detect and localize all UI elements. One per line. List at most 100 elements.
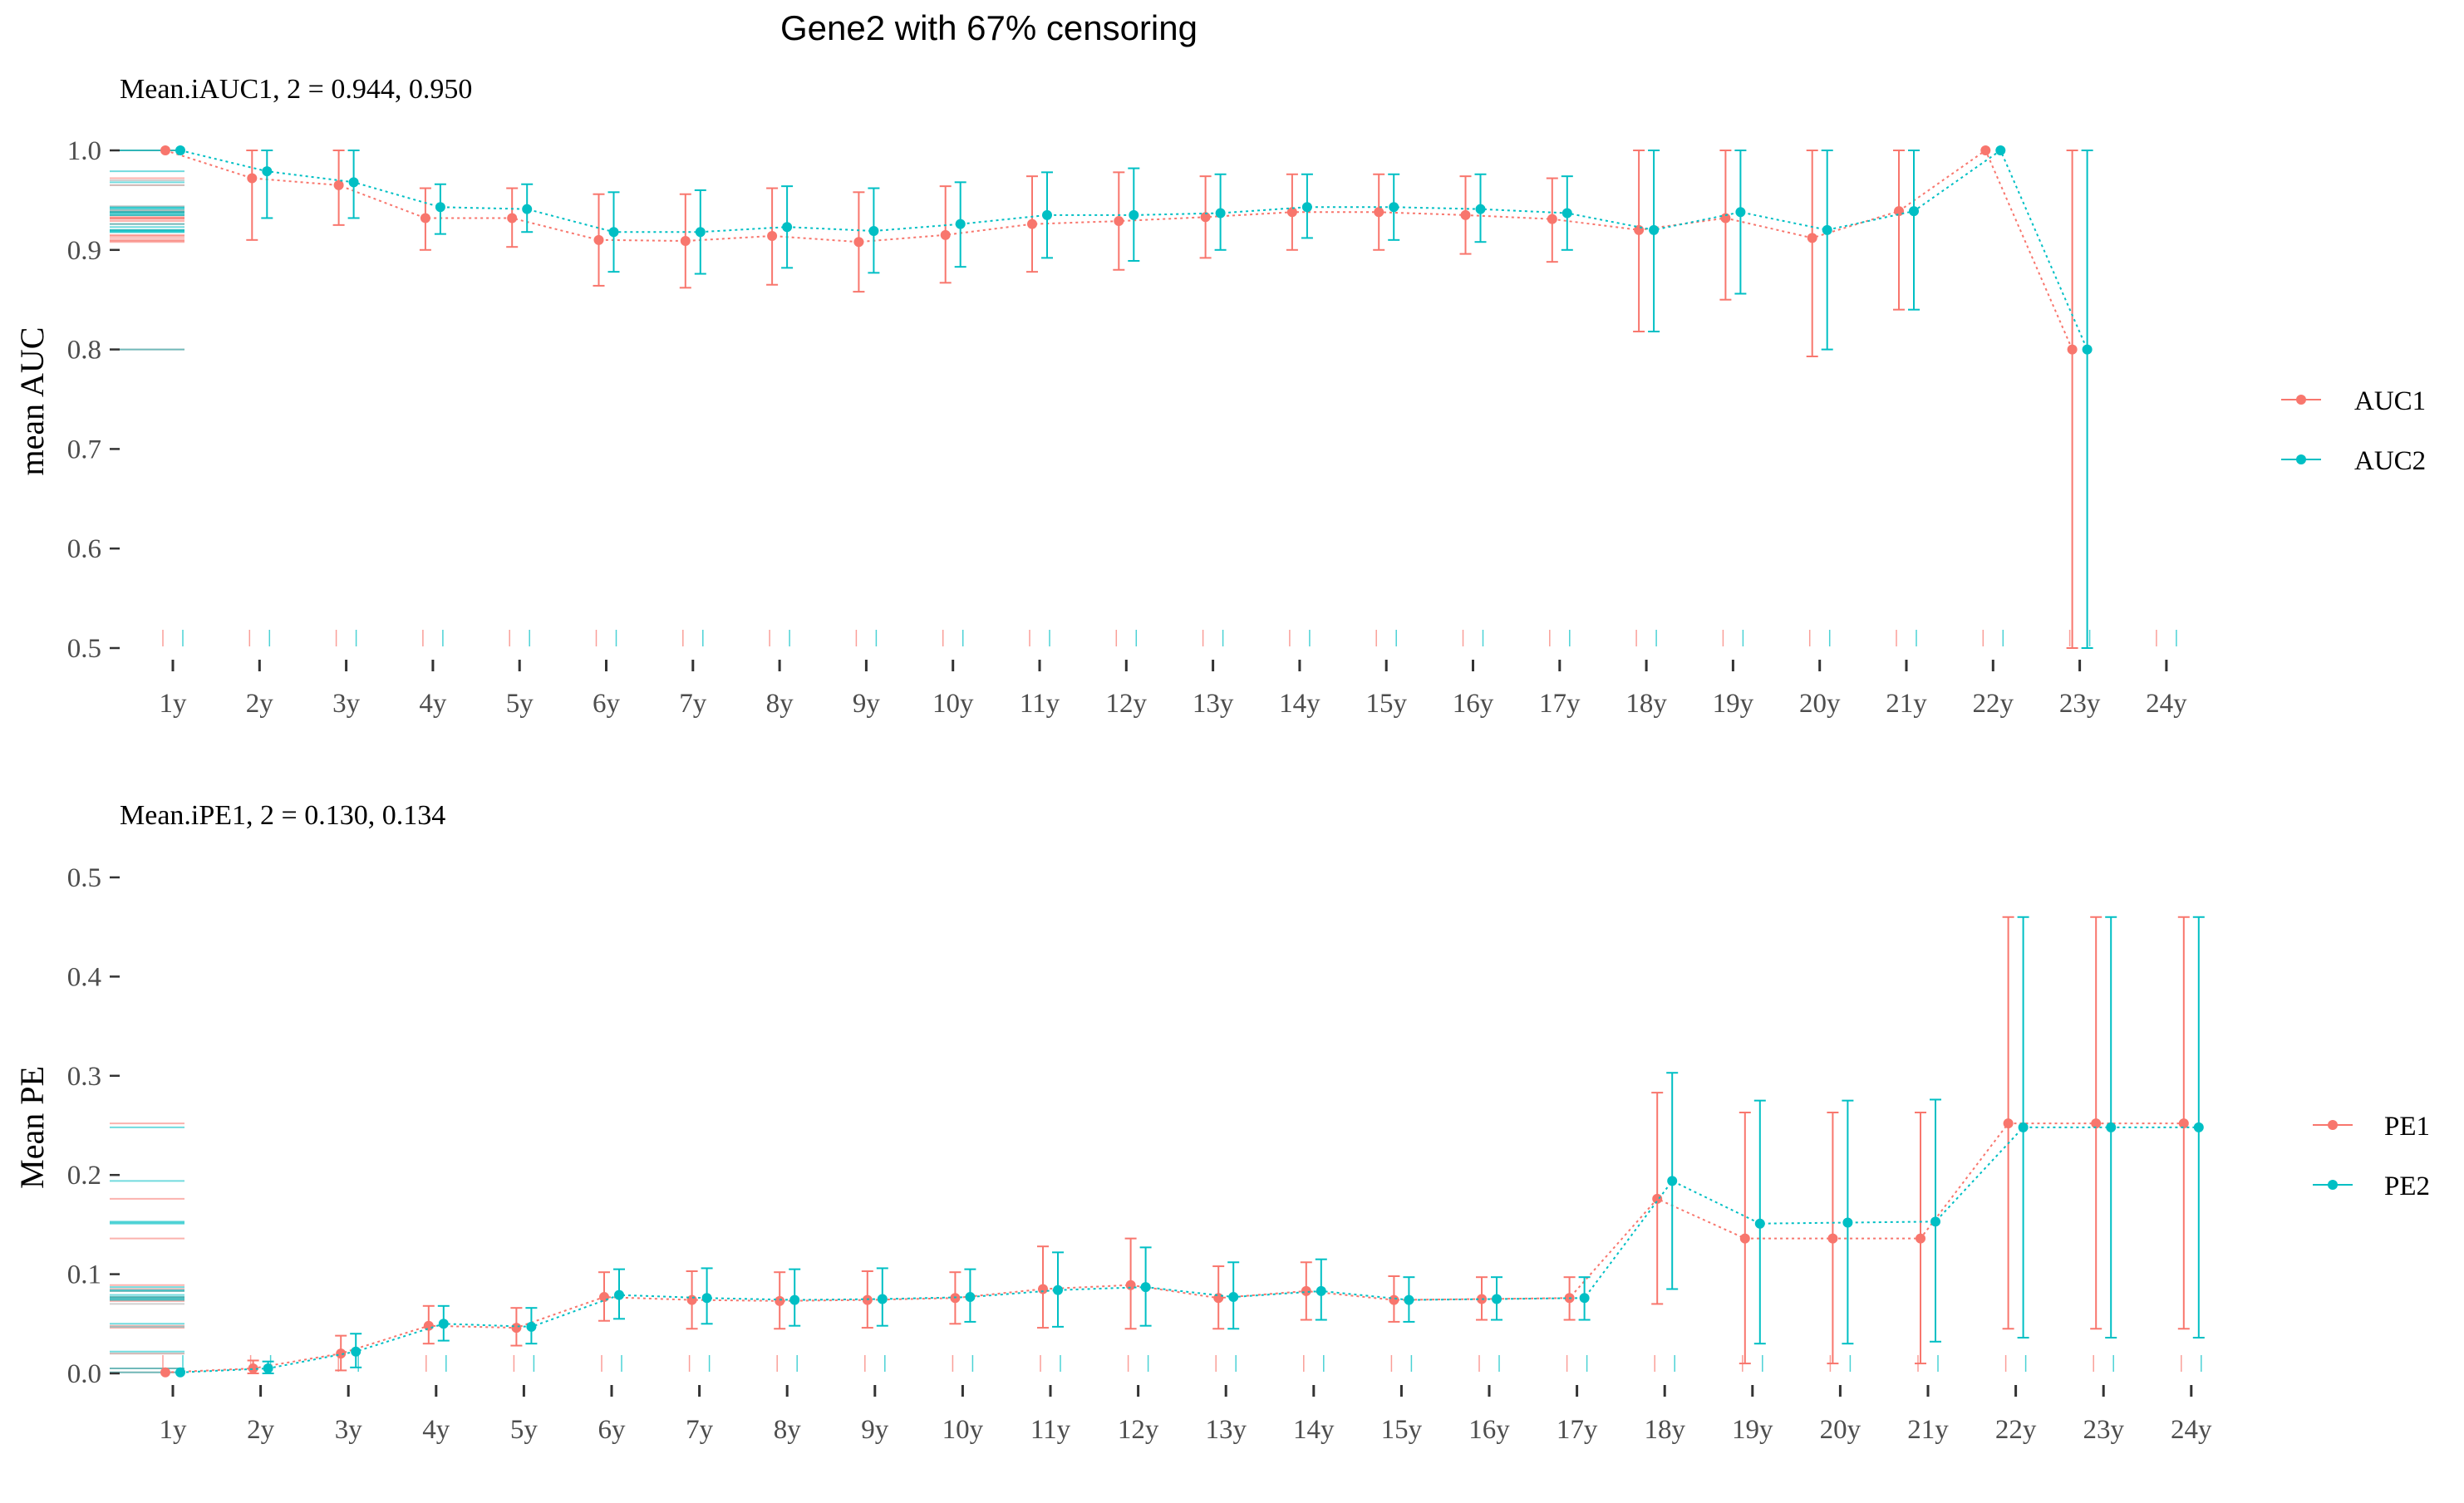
pe-y-axis-title: Mean PE (13, 1066, 51, 1189)
auc-auc1-point (1980, 145, 1991, 155)
pe-pe1-point (248, 1363, 258, 1374)
pe-pe1-point (2091, 1118, 2102, 1129)
pe-x-tick-label: 5y (510, 1415, 539, 1445)
auc-y-tick-label: 1.0 (67, 136, 101, 166)
auc-x-tick-label: 8y (766, 689, 794, 719)
auc-auc2-point (1475, 204, 1486, 214)
auc-x-tick-label: 22y (1973, 689, 2014, 719)
pe-pe2-point (789, 1294, 800, 1305)
pe-pe2-point (1754, 1218, 1765, 1229)
pe-y-tick-label: 0.0 (67, 1359, 101, 1389)
pe-subtitle: Mean.iPE1, 2 = 0.130, 0.134 (120, 800, 445, 831)
auc-auc1-point (2067, 344, 2078, 355)
pe-x-tick-label: 6y (598, 1415, 627, 1445)
pe-pe2-point (2018, 1122, 2029, 1132)
pe-pe2-point (1492, 1294, 1502, 1304)
auc-auc1-point (1286, 207, 1297, 218)
pe-x-tick-label: 10y (942, 1415, 984, 1445)
pe-pe1-point (160, 1367, 170, 1378)
auc-x-tick-label: 5y (506, 689, 534, 719)
pe-x-tick-label: 20y (1820, 1415, 1862, 1445)
pe-pe1-point (599, 1292, 609, 1303)
auc-auc2-point (1562, 208, 1572, 219)
pe-x-tick-label: 13y (1205, 1415, 1247, 1445)
pe-pe1-point (1739, 1233, 1750, 1244)
pe-x-tick-label: 9y (861, 1415, 889, 1445)
auc-auc1-point (1374, 207, 1384, 218)
auc-auc2-point (868, 226, 879, 237)
pe-x-axis: 1y 2y 3y 4y 5y 6y 7y 8y 9y 10y 11y 12y 13y 14y 15y 16y 1… (160, 1355, 2212, 1445)
pe-pe1-line (165, 1122, 2184, 1373)
pe-y-axis: 0.0 0.1 0.2 0.3 0.4 0.5 (67, 863, 120, 1389)
pe-pe1-point (1213, 1293, 1224, 1304)
auc-auc2-point (1042, 209, 1052, 220)
auc-auc1-point (1547, 214, 1557, 224)
pe-legend: PE1 PE2 (2313, 1112, 2430, 1201)
pe-pe2-line (180, 1126, 2199, 1373)
pe-x-tick-label: 19y (1732, 1415, 1773, 1445)
pe-pe2-point (1930, 1216, 1940, 1227)
pe-x-tick-label: 2y (247, 1415, 275, 1445)
auc-auc1-point (767, 231, 778, 242)
auc-y-tick-label: 0.9 (67, 236, 101, 266)
auc-auc1-point (160, 145, 170, 155)
legend-pe1-label: PE1 (2384, 1112, 2430, 1142)
pe-x-tick-label: 17y (1557, 1415, 1598, 1445)
legend-pe1-point (2328, 1120, 2338, 1130)
pe-pe2-point (351, 1346, 361, 1357)
auc-x-tick-label: 21y (1886, 689, 1927, 719)
auc-x-tick-label: 16y (1453, 689, 1494, 719)
auc-auc2-point (782, 222, 793, 233)
auc-x-tick-label: 17y (1539, 689, 1581, 719)
pe-pe2-point (1228, 1292, 1239, 1303)
auc-auc1-point (593, 234, 604, 245)
pe-pe2-point (2106, 1122, 2117, 1132)
auc-auc2-point (1301, 202, 1312, 213)
pe-x-tick-label: 15y (1381, 1415, 1423, 1445)
pe-pe2-point (1667, 1176, 1678, 1186)
auc-auc2-point (695, 227, 706, 238)
auc-auc2-point (1822, 224, 1832, 235)
auc-y-tick-label: 0.8 (67, 336, 101, 366)
auc-auc1-point (507, 213, 518, 223)
auc-x-tick-label: 7y (679, 689, 707, 719)
auc-auc1-point (1894, 206, 1904, 217)
auc-series-layer (160, 145, 2093, 649)
pe-x-tick-label: 22y (1995, 1415, 2037, 1445)
auc-auc1-line (165, 149, 2073, 350)
auc-auc1-point (420, 213, 430, 223)
pe-y-tick-label: 0.2 (67, 1161, 101, 1191)
pe-rug (110, 1122, 184, 1373)
auc-auc2-point (175, 145, 185, 155)
pe-pe1-point (2003, 1118, 2014, 1129)
auc-auc1-point (1114, 216, 1124, 227)
auc-x-tick-label: 24y (2146, 689, 2187, 719)
pe-pe2-point (2193, 1122, 2204, 1132)
auc-rug (110, 150, 184, 351)
auc-auc1-point (1027, 219, 1037, 229)
auc-auc2-point (1995, 145, 2006, 155)
pe-pe2-point (1316, 1285, 1326, 1296)
pe-y-tick-label: 0.3 (67, 1062, 101, 1092)
auc-auc1-point (1807, 233, 1817, 243)
auc-auc1-point (940, 229, 951, 240)
auc-auc1-point (1460, 209, 1471, 220)
pe-x-tick-label: 16y (1468, 1415, 1510, 1445)
pe-series-layer (160, 916, 2205, 1378)
pe-pe2-point (1842, 1217, 1853, 1228)
auc-x-tick-label: 23y (2059, 689, 2101, 719)
pe-panel: Mean.iPE1, 2 = 0.130, 0.134 Mean PE 0.0 0… (13, 800, 2430, 1445)
pe-pe2-point (526, 1321, 537, 1332)
pe-pe1-point (775, 1295, 785, 1306)
auc-subtitle: Mean.iAUC1, 2 = 0.944, 0.950 (120, 74, 472, 105)
auc-x-tick-label: 19y (1713, 689, 1754, 719)
auc-x-tick-label: 13y (1193, 689, 1234, 719)
auc-auc2-point (1129, 209, 1139, 220)
pe-pe1-point (1389, 1294, 1399, 1305)
legend-pe2-point (2328, 1180, 2338, 1190)
legend-auc1-label: AUC1 (2354, 386, 2426, 416)
auc-auc1-point (1720, 213, 1731, 223)
legend-pe2-label: PE2 (2384, 1171, 2430, 1201)
pe-pe1-point (1125, 1280, 1136, 1290)
auc-auc2-point (1215, 208, 1226, 219)
